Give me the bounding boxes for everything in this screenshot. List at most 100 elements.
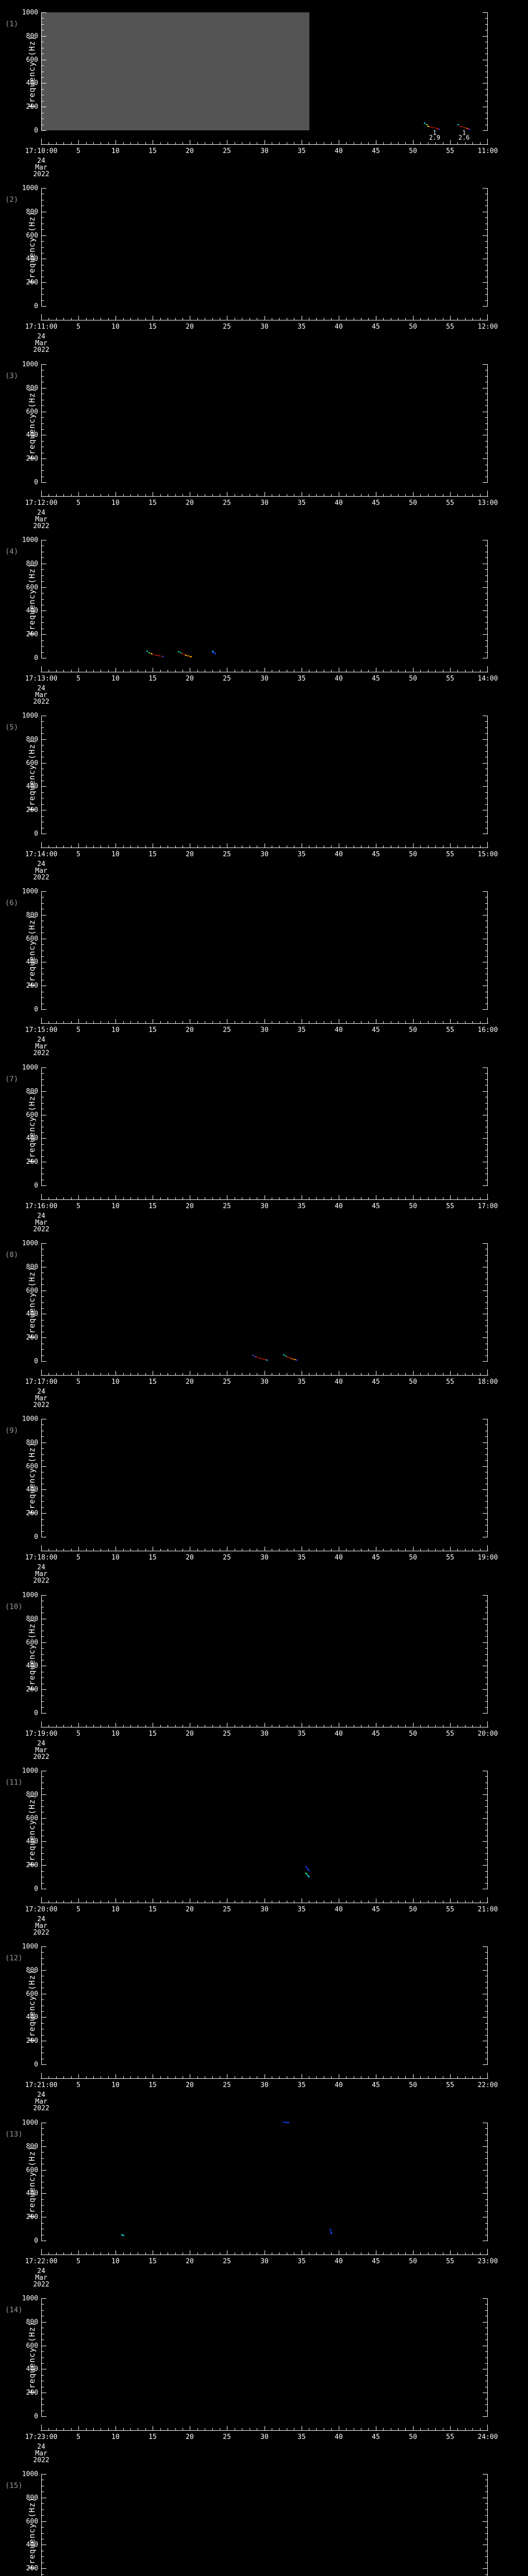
x-tick-label: 20 [186,2081,194,2089]
y-major-tick [483,2170,487,2171]
x-minor-tick [175,494,176,496]
y-tick-label: 1000 [22,2470,38,2478]
y-major-tick [483,130,487,131]
y-tick-label: 600 [26,232,38,240]
whistler-trace-point [189,656,191,657]
x-minor-tick [457,670,458,672]
spectrogram-panel: 0 200 400 600 800 1000 Frequency (Hz) (9) 17:18:… [0,1406,528,1595]
x-tick-label: 45 [372,499,380,507]
x-minor-tick [383,1549,384,1551]
y-minor-tick [42,997,44,998]
y-minor-tick [42,1079,44,1080]
x-minor-tick [130,670,131,672]
x-minor-tick [130,142,131,144]
x-tick-label: 10 [111,499,120,507]
y-minor-tick [485,1349,487,1350]
x-major-tick [413,2426,414,2430]
x-minor-tick [86,1373,87,1375]
x-minor-tick [175,318,176,320]
y-major-tick [483,306,487,307]
y-minor-tick [485,944,487,945]
x-tick-label: 10 [111,851,120,858]
y-tick-label: 0 [34,1182,38,1190]
x-minor-tick [398,1901,399,1903]
y-minor-tick [42,1648,44,1649]
fragment-trace-point [306,1868,308,1869]
y-minor-tick [485,640,487,641]
y-minor-tick [42,1871,44,1872]
x-minor-tick [316,2428,317,2430]
x-major-tick [450,2426,451,2430]
whistler-trace-point [439,129,440,130]
y-major-tick [483,1841,487,1842]
whistler-trace-point [184,654,185,655]
y-minor-tick [485,997,487,998]
y-minor-tick [485,1079,487,1080]
y-major-tick [42,306,46,307]
x-minor-tick [465,494,466,496]
x-major-tick [78,140,79,144]
y-major-tick [42,2193,46,2194]
y-minor-tick [485,1648,487,1649]
x-minor-tick [175,1549,176,1551]
x-minor-tick [472,1725,473,1727]
y-minor-tick [42,2128,44,2129]
x-minor-tick [56,318,57,320]
x-tick-label: 45 [372,2081,380,2089]
x-minor-tick [130,845,131,848]
x-tick-label: 5 [76,2433,80,2441]
whistler-trace-point [262,1359,264,1360]
y-minor-tick [42,2375,44,2376]
x-minor-tick [130,1725,131,1727]
x-major-tick [78,1899,79,1903]
y-major-tick [42,1138,46,1139]
y-tick-label: 0 [34,830,38,838]
x-minor-tick [197,1021,198,1023]
x-tick-label: 45 [372,1202,380,1210]
x-minor-tick [145,318,146,320]
x-tick-label: 35 [298,323,306,331]
x-minor-tick [480,1197,481,1199]
x-minor-tick [435,845,436,848]
x-tick-label: 55 [446,1026,454,1034]
x-tick-label: 5 [76,323,80,331]
y-axis-left [41,12,42,131]
x-end-time-label: 19:00 [477,1554,498,1562]
x-tick-label: 30 [260,675,269,683]
x-major-tick [78,1547,79,1551]
y-major-tick [483,1642,487,1643]
y-tick-label: 1000 [22,536,38,544]
y-minor-tick [42,2515,44,2516]
x-minor-tick [48,318,49,320]
y-minor-tick [485,1800,487,1801]
x-major-tick [413,1371,414,1375]
y-minor-tick [42,89,44,90]
y-tick-label: 600 [26,935,38,943]
x-major-tick [41,1369,42,1375]
y-minor-tick [485,1355,487,1356]
x-minor-tick [123,494,124,496]
whistler-trace-point [182,653,183,654]
x-major-tick [413,668,414,672]
x-tick-label: 30 [260,2258,269,2265]
x-minor-tick [405,2428,406,2430]
x-minor-tick [48,1197,49,1199]
y-major-tick [42,1489,46,1490]
x-minor-tick [63,142,64,144]
y-minor-tick [42,470,44,471]
x-minor-tick [435,494,436,496]
y-minor-tick [42,652,44,653]
x-minor-tick [86,1021,87,1023]
y-major-tick [42,2474,46,2475]
x-minor-tick [175,1197,176,1199]
date-label: Mar [35,340,47,347]
x-tick-label: 30 [260,2081,269,2089]
y-major-tick [42,2416,46,2417]
y-major-tick [42,364,46,365]
x-minor-tick [316,318,317,320]
x-minor-tick [130,1901,131,1903]
y-minor-tick [485,646,487,647]
x-minor-tick [48,670,49,672]
x-minor-tick [405,1197,406,1199]
y-major-tick [483,188,487,189]
